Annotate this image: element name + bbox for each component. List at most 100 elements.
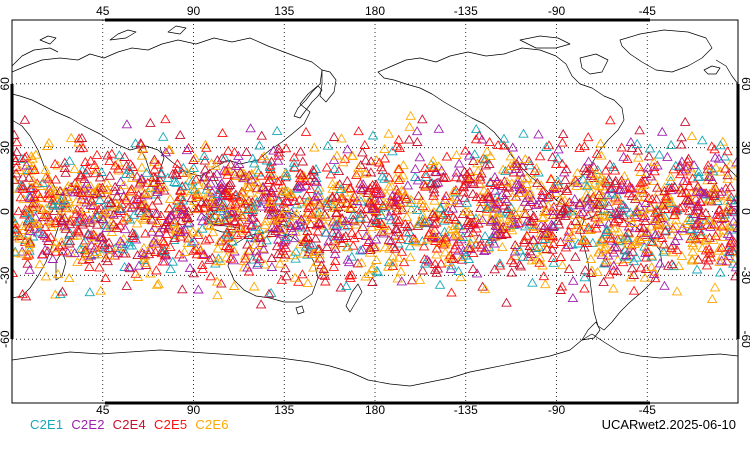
observation-marker-c2e2 [672, 231, 684, 241]
observation-marker-c2e5 [225, 253, 237, 263]
observation-marker-c2e5 [188, 245, 199, 255]
observation-marker-c2e4 [158, 223, 170, 233]
observation-marker-c2e5 [703, 244, 715, 254]
observation-marker-c2e5 [391, 141, 403, 151]
observation-marker-c2e6 [460, 206, 471, 216]
observation-marker-c2e6 [387, 257, 399, 267]
observation-marker-c2e4 [364, 244, 376, 254]
observation-marker-c2e6 [268, 215, 280, 225]
observation-marker-c2e6 [732, 171, 738, 181]
observation-marker-c2e6 [139, 214, 151, 224]
observation-marker-c2e2 [640, 247, 651, 257]
observation-marker-c2e6 [447, 223, 458, 233]
observation-marker-c2e6 [353, 168, 365, 178]
observation-marker-c2e6 [448, 186, 459, 196]
observation-marker-c2e2 [311, 177, 322, 187]
observation-marker-c2e5 [312, 226, 324, 236]
observation-marker-c2e4 [337, 238, 348, 248]
observation-marker-c2e6 [472, 158, 483, 168]
observation-marker-c2e5 [320, 276, 331, 286]
observation-marker-c2e2 [582, 201, 594, 211]
observation-marker-c2e5 [583, 222, 594, 232]
observation-marker-c2e6 [210, 160, 221, 170]
observation-marker-c2e5 [41, 209, 52, 219]
observation-marker-c2e5 [548, 238, 559, 248]
observation-marker-c2e5 [371, 183, 382, 193]
observation-marker-c2e1 [514, 245, 526, 255]
observation-marker-c2e1 [114, 150, 125, 160]
observation-marker-c2e4 [108, 219, 119, 229]
observation-marker-c2e4 [140, 259, 152, 269]
lon-tick-label-bottom: 180 [365, 403, 385, 417]
observation-marker-c2e4 [213, 217, 224, 227]
observation-marker-c2e5 [158, 237, 170, 247]
observation-marker-c2e4 [207, 252, 218, 262]
observation-marker-c2e6 [609, 223, 620, 233]
observation-marker-c2e5 [605, 233, 616, 243]
lon-tick-label-top: -135 [454, 4, 478, 18]
observation-marker-c2e4 [696, 209, 707, 219]
observation-marker-c2e4 [498, 200, 510, 210]
observation-marker-c2e4 [256, 237, 268, 247]
observation-marker-c2e5 [465, 217, 477, 227]
observation-marker-c2e1 [533, 241, 545, 251]
observation-marker-c2e5 [147, 200, 158, 210]
observation-marker-c2e6 [206, 158, 217, 168]
observation-marker-c2e6 [265, 196, 276, 206]
observation-marker-c2e6 [537, 244, 549, 254]
observation-marker-c2e1 [664, 197, 675, 207]
observation-marker-c2e6 [478, 185, 490, 195]
lon-tick-label-top: 180 [365, 4, 385, 18]
observation-marker-c2e5 [428, 190, 439, 200]
observation-marker-c2e4 [401, 193, 412, 203]
observation-marker-c2e2 [691, 186, 702, 196]
observation-marker-c2e1 [439, 215, 450, 225]
observation-marker-c2e6 [136, 150, 148, 160]
observation-marker-c2e4 [627, 246, 639, 256]
observation-marker-c2e6 [541, 229, 553, 239]
observation-marker-c2e6 [95, 285, 106, 295]
observation-marker-c2e5 [545, 173, 557, 183]
observation-marker-c2e4 [14, 230, 26, 240]
observation-marker-c2e6 [34, 180, 46, 190]
legend-item-c2e4: C2E4 [112, 417, 146, 432]
observation-marker-c2e4 [156, 245, 167, 255]
observation-marker-c2e1 [157, 131, 169, 141]
observation-marker-c2e6 [240, 194, 252, 204]
observation-marker-c2e6 [308, 262, 319, 272]
observation-marker-c2e5 [484, 137, 495, 147]
observation-marker-c2e6 [456, 251, 467, 261]
observation-marker-c2e5 [550, 158, 562, 168]
observation-marker-c2e6 [140, 257, 151, 267]
observation-marker-c2e6 [318, 266, 330, 276]
observation-marker-c2e6 [571, 180, 582, 190]
observation-marker-c2e1 [37, 177, 48, 187]
observation-marker-c2e6 [596, 181, 608, 191]
observation-marker-c2e2 [266, 209, 277, 219]
observation-marker-c2e5 [443, 214, 454, 224]
observation-marker-c2e4 [630, 193, 641, 203]
observation-marker-c2e1 [479, 230, 491, 240]
observation-marker-c2e4 [135, 208, 147, 218]
observation-marker-c2e5 [579, 283, 590, 293]
observation-marker-c2e5 [547, 252, 559, 262]
observation-marker-c2e6 [625, 272, 637, 282]
observation-marker-c2e2 [315, 218, 327, 228]
observation-marker-c2e5 [366, 198, 377, 208]
observation-marker-c2e4 [121, 160, 132, 170]
observation-marker-c2e2 [645, 171, 657, 181]
observation-marker-c2e5 [262, 177, 274, 187]
observation-marker-c2e6 [363, 268, 375, 278]
observation-marker-c2e6 [591, 169, 603, 179]
observation-marker-c2e6 [597, 244, 609, 254]
observation-marker-c2e5 [438, 239, 449, 249]
observation-marker-c2e2 [266, 261, 278, 271]
observation-marker-c2e5 [196, 259, 208, 269]
observation-marker-c2e4 [660, 226, 671, 236]
observation-marker-c2e1 [552, 176, 564, 186]
observation-marker-c2e4 [108, 209, 119, 219]
observation-marker-c2e4 [295, 146, 306, 156]
observation-marker-c2e5 [355, 204, 367, 214]
observation-marker-c2e6 [479, 284, 491, 294]
observation-marker-c2e5 [464, 166, 475, 176]
